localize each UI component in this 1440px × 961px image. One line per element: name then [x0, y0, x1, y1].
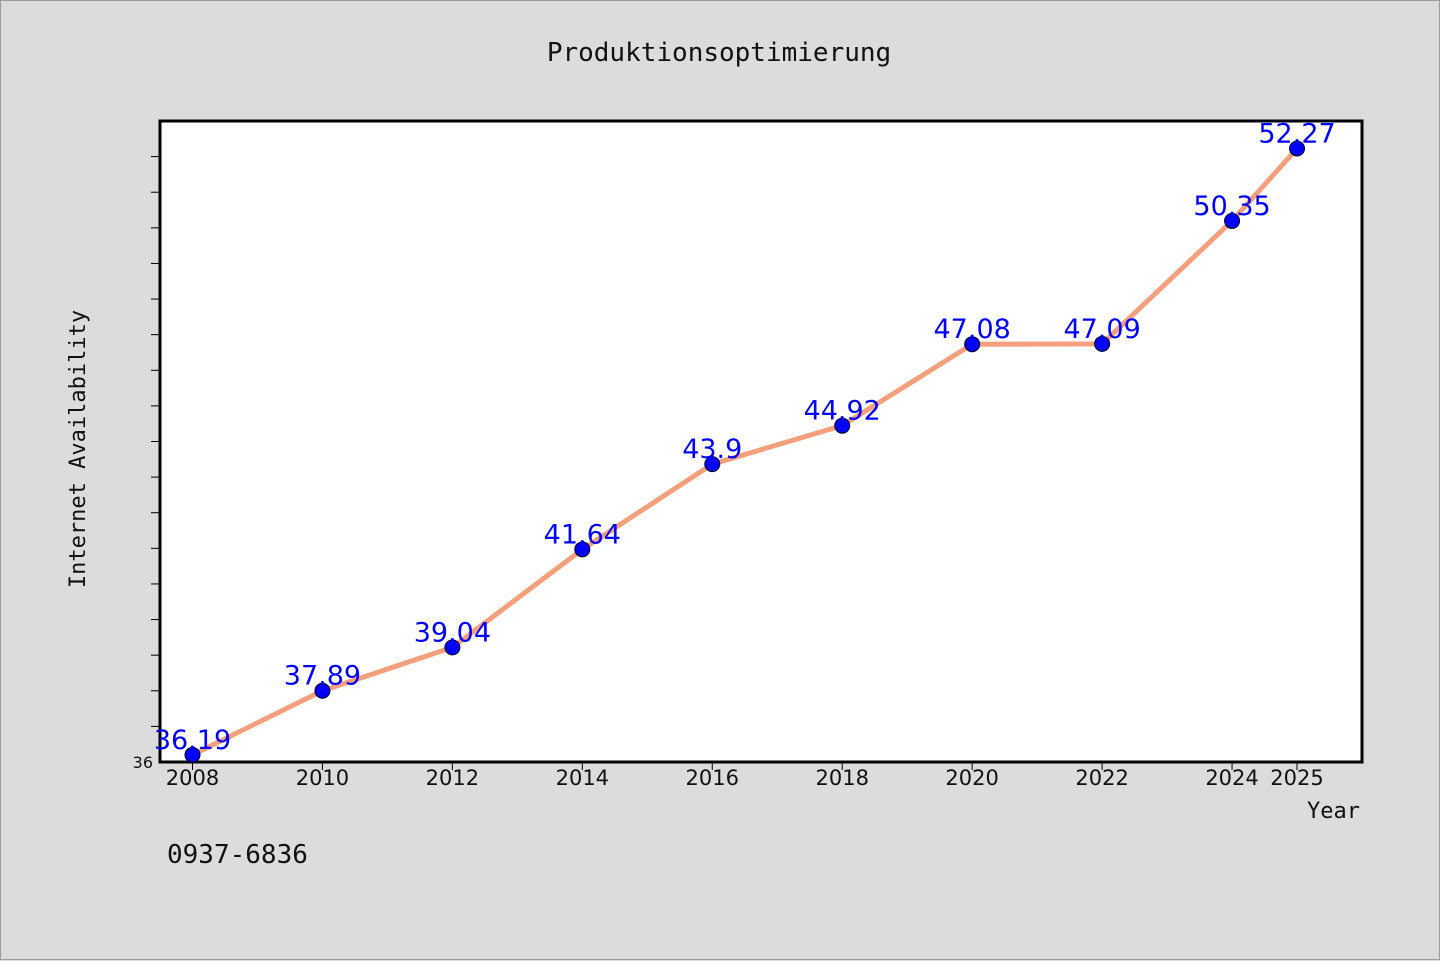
- data-label: 43.9: [682, 434, 742, 465]
- data-point: [184, 746, 201, 763]
- x-tick-label: 2020: [945, 766, 998, 790]
- data-point: [964, 336, 981, 353]
- x-tick-label: 2010: [296, 766, 349, 790]
- data-point: [834, 417, 851, 434]
- footer-code: 0937-6836: [167, 840, 308, 870]
- x-tick-label: 2022: [1075, 766, 1128, 790]
- x-tick-label: 2016: [686, 766, 739, 790]
- data-label: 37.89: [284, 661, 361, 692]
- x-tick-label: 2008: [166, 766, 219, 790]
- data-label: 50.35: [1193, 191, 1270, 222]
- data-label: 39.04: [414, 617, 491, 648]
- y-tick-label: 36: [133, 753, 153, 772]
- data-point: [314, 682, 331, 699]
- x-tick-label: 2018: [815, 766, 868, 790]
- data-point: [704, 456, 721, 473]
- data-point: [1224, 212, 1241, 229]
- plot-area: [158, 119, 1364, 764]
- x-tick-label: 2024: [1205, 766, 1258, 790]
- data-label: 41.64: [544, 519, 621, 550]
- x-tick-label: 2012: [426, 766, 479, 790]
- data-point: [444, 639, 461, 656]
- series-layer: 36.19 37.89 39.04 41.64 43.9 44.92 47.08 47.09 5…: [154, 119, 1336, 763]
- data-label: 52.27: [1258, 119, 1335, 150]
- data-point: [1289, 140, 1306, 157]
- x-tick-label: 2025: [1270, 766, 1323, 790]
- y-axis-label: Internet Availability: [66, 310, 91, 588]
- x-axis-label: Year: [1307, 799, 1360, 824]
- data-label: 44.92: [804, 396, 881, 427]
- series-line: [189, 146, 1300, 758]
- x-tick-label: 2014: [556, 766, 609, 790]
- data-point: [574, 541, 591, 558]
- data-label: 47.09: [1063, 314, 1140, 345]
- data-point: [1094, 335, 1111, 352]
- data-label: 36.19: [154, 725, 231, 756]
- data-label: 47.08: [934, 314, 1011, 345]
- y-axis-ticks: 36: [133, 156, 160, 772]
- chart-title: Produktionsoptimierung: [547, 38, 891, 68]
- x-axis-ticks: 2008 2010 2012 2014 2016 2018 2020 2022 2024 2025: [166, 762, 1324, 790]
